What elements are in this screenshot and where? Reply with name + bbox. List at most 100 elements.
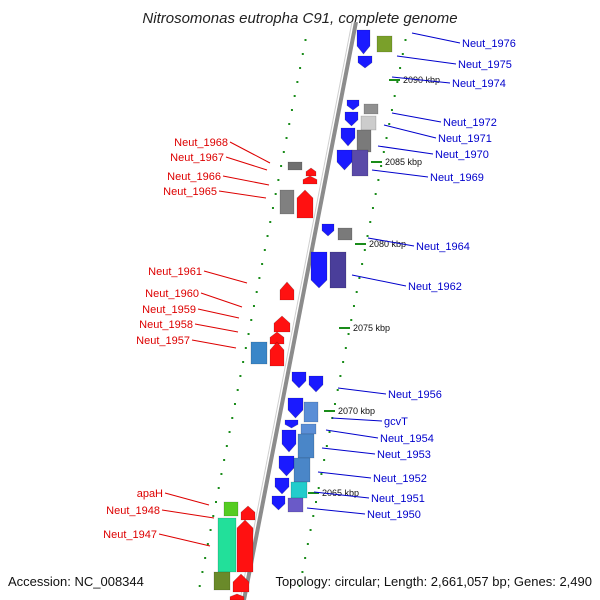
forward-label-leader [194, 323, 239, 333]
forward-label-leader [218, 190, 267, 199]
gene-block [290, 481, 308, 499]
forward-gene-label: Neut_1948 [106, 505, 160, 517]
gene-block [217, 517, 237, 573]
forward-gene-label: Neut_1968 [174, 137, 228, 149]
reverse-gene-arrow [310, 251, 328, 289]
forward-gene-label: Neut_1958 [139, 319, 193, 331]
forward-gene-label: Neut_1961 [148, 266, 202, 278]
forward-gene-arrow [302, 175, 318, 185]
gene-block [250, 341, 268, 365]
genome-title: Nitrosomonas eutropha C91, complete geno… [142, 10, 458, 27]
reverse-label-leader [325, 429, 379, 439]
reverse-gene-label: Neut_1969 [430, 172, 484, 184]
forward-label-leader [161, 509, 215, 519]
reverse-gene-label: Neut_1974 [452, 78, 506, 90]
reverse-gene-arrow [308, 375, 324, 393]
reverse-gene-arrow [346, 99, 360, 111]
reverse-label-leader [377, 145, 434, 155]
forward-gene-arrow [269, 341, 285, 367]
reverse-gene-label: Neut_1975 [458, 59, 512, 71]
forward-gene-label: Neut_1965 [163, 186, 217, 198]
reverse-gene-arrow [271, 495, 286, 511]
reverse-label-leader [391, 76, 451, 84]
reverse-gene-label: Neut_1952 [373, 473, 427, 485]
reverse-label-leader [411, 32, 461, 44]
reverse-gene-label: gcvT [384, 416, 408, 428]
reverse-label-leader [391, 112, 442, 123]
reverse-label-leader [351, 274, 407, 287]
kbp-label: 2075 kbp [353, 323, 390, 333]
reverse-label-leader [383, 124, 437, 139]
reverse-label-leader [317, 471, 372, 479]
reverse-gene-label: Neut_1976 [462, 38, 516, 50]
reverse-gene-label: Neut_1954 [380, 433, 434, 445]
gene-block [363, 103, 379, 115]
reverse-gene-arrow [321, 223, 335, 237]
forward-gene-arrow [305, 167, 317, 177]
reverse-gene-arrow [274, 477, 290, 495]
reverse-label-leader [331, 417, 383, 422]
gene-block [376, 35, 393, 53]
topology-text: Topology: circular; Length: 2,661,057 bp… [275, 574, 592, 589]
forward-label-leader [197, 308, 240, 319]
reverse-label-leader [337, 387, 387, 395]
gene-block [300, 423, 317, 435]
reverse-gene-label: Neut_1972 [443, 117, 497, 129]
reverse-gene-label: Neut_1964 [416, 241, 470, 253]
forward-gene-arrow [240, 505, 256, 521]
reverse-gene-arrow [291, 371, 307, 389]
kbp-label: 2070 kbp [338, 406, 375, 416]
reverse-gene-label: Neut_1971 [438, 133, 492, 145]
forward-gene-label: Neut_1947 [103, 529, 157, 541]
forward-label-leader [191, 339, 237, 349]
forward-gene-label: Neut_1966 [167, 171, 221, 183]
gene-block [356, 129, 372, 153]
forward-gene-arrow [279, 281, 295, 301]
reverse-gene-label: Neut_1953 [377, 449, 431, 461]
reverse-gene-arrow [336, 149, 353, 171]
reverse-gene-arrow [357, 55, 373, 69]
reverse-gene-label: Neut_1956 [388, 389, 442, 401]
forward-gene-arrow [229, 593, 245, 600]
kbp-label: 2085 kbp [385, 157, 422, 167]
forward-gene-arrow [236, 519, 254, 573]
reverse-label-leader [396, 55, 457, 65]
forward-label-leader [164, 492, 210, 506]
forward-label-leader [225, 156, 268, 171]
forward-gene-label: apaH [137, 488, 163, 500]
reverse-label-leader [321, 447, 376, 455]
gene-block [297, 433, 315, 459]
gene-block [303, 401, 319, 423]
reverse-gene-arrow [278, 455, 295, 477]
reverse-gene-arrow [287, 397, 304, 419]
reverse-gene-arrow [344, 111, 359, 127]
gene-block [279, 189, 295, 215]
gene-block [360, 115, 377, 131]
gene-block [223, 501, 239, 517]
forward-gene-label: Neut_1960 [145, 288, 199, 300]
gene-block [351, 149, 369, 177]
reverse-gene-arrow [281, 429, 297, 453]
forward-gene-arrow [269, 331, 285, 345]
backbone-shadow-line [239, 21, 353, 600]
reverse-label-leader [367, 237, 415, 247]
forward-label-leader [158, 533, 211, 547]
reverse-label-leader [313, 491, 370, 499]
reverse-gene-arrow [284, 419, 299, 429]
forward-gene-label: Neut_1967 [170, 152, 224, 164]
forward-gene-label: Neut_1959 [142, 304, 196, 316]
forward-gene-label: Neut_1957 [136, 335, 190, 347]
forward-label-leader [203, 270, 248, 284]
gene-block [213, 571, 231, 591]
kbp-label: 2065 kbp [322, 488, 359, 498]
gene-block [287, 497, 304, 513]
forward-label-leader [200, 292, 243, 308]
kbp-label: 2080 kbp [369, 239, 406, 249]
reverse-gene-arrow [340, 127, 356, 147]
forward-label-leader [222, 175, 270, 186]
reverse-label-leader [371, 169, 429, 178]
reverse-gene-label: Neut_1962 [408, 281, 462, 293]
reverse-gene-label: Neut_1950 [367, 509, 421, 521]
reverse-gene-arrow [356, 29, 371, 55]
